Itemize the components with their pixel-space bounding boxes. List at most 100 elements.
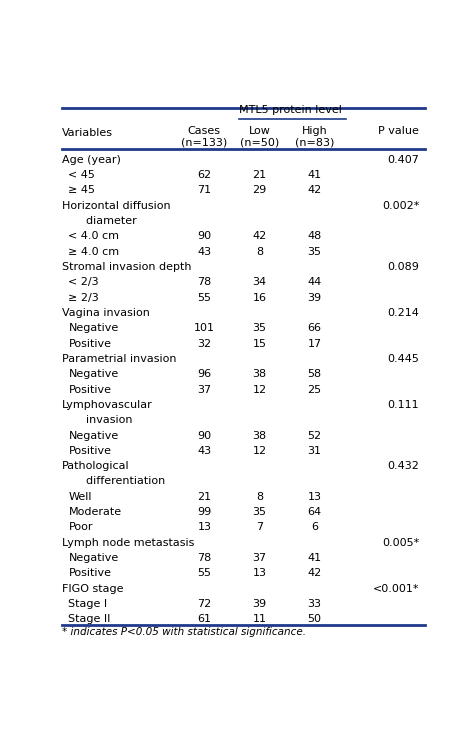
- Text: ≥ 2/3: ≥ 2/3: [68, 293, 99, 303]
- Text: 21: 21: [197, 492, 211, 502]
- Text: MTL5 protein level: MTL5 protein level: [239, 104, 342, 115]
- Text: P value: P value: [378, 126, 419, 135]
- Text: 12: 12: [252, 446, 266, 456]
- Text: 41: 41: [308, 553, 322, 563]
- Text: 31: 31: [308, 446, 321, 456]
- Text: Age (year): Age (year): [62, 155, 121, 165]
- Text: 15: 15: [253, 339, 266, 348]
- Text: 0.214: 0.214: [387, 308, 419, 318]
- Text: Negative: Negative: [68, 553, 118, 563]
- Text: 61: 61: [197, 614, 211, 624]
- Text: 42: 42: [308, 185, 322, 196]
- Text: 55: 55: [197, 293, 211, 303]
- Text: 0.005*: 0.005*: [382, 538, 419, 548]
- Text: Positive: Positive: [68, 384, 111, 395]
- Text: diameter: diameter: [80, 216, 137, 226]
- Text: Lymph node metastasis: Lymph node metastasis: [62, 538, 194, 548]
- Text: 41: 41: [308, 170, 322, 180]
- Text: 99: 99: [197, 507, 211, 517]
- Text: 8: 8: [256, 492, 263, 502]
- Text: 13: 13: [197, 523, 211, 532]
- Text: 72: 72: [197, 599, 211, 609]
- Text: < 2/3: < 2/3: [68, 277, 99, 287]
- Text: <0.001*: <0.001*: [373, 584, 419, 594]
- Text: 43: 43: [197, 247, 211, 257]
- Text: ≥ 4.0 cm: ≥ 4.0 cm: [68, 247, 119, 257]
- Text: 0.432: 0.432: [387, 461, 419, 471]
- Text: 48: 48: [308, 232, 322, 241]
- Text: 37: 37: [252, 553, 266, 563]
- Text: 58: 58: [308, 369, 322, 379]
- Text: differentiation: differentiation: [80, 476, 166, 487]
- Text: Horizontal diffusion: Horizontal diffusion: [62, 201, 171, 211]
- Text: 78: 78: [197, 553, 211, 563]
- Text: 37: 37: [197, 384, 211, 395]
- Text: Stromal invasion depth: Stromal invasion depth: [62, 262, 191, 272]
- Text: 39: 39: [308, 293, 322, 303]
- Text: 44: 44: [308, 277, 322, 287]
- Text: 42: 42: [308, 568, 322, 578]
- Text: invasion: invasion: [80, 415, 133, 426]
- Text: 0.089: 0.089: [387, 262, 419, 272]
- Text: 38: 38: [252, 369, 266, 379]
- Text: 13: 13: [253, 568, 266, 578]
- Text: Low
(n=50): Low (n=50): [240, 126, 279, 148]
- Text: 11: 11: [253, 614, 266, 624]
- Text: 16: 16: [253, 293, 266, 303]
- Text: < 4.0 cm: < 4.0 cm: [68, 232, 119, 241]
- Text: 71: 71: [197, 185, 211, 196]
- Text: < 45: < 45: [68, 170, 95, 180]
- Text: Moderate: Moderate: [68, 507, 121, 517]
- Text: 8: 8: [256, 247, 263, 257]
- Text: 0.407: 0.407: [387, 155, 419, 165]
- Text: Positive: Positive: [68, 446, 111, 456]
- Text: * indicates P<0.05 with statistical significance.: * indicates P<0.05 with statistical sign…: [62, 627, 306, 637]
- Text: Lymphovascular: Lymphovascular: [62, 400, 153, 410]
- Text: 64: 64: [308, 507, 322, 517]
- Text: 90: 90: [197, 431, 211, 440]
- Text: 55: 55: [197, 568, 211, 578]
- Text: 7: 7: [256, 523, 263, 532]
- Text: High
(n=83): High (n=83): [295, 126, 334, 148]
- Text: 90: 90: [197, 232, 211, 241]
- Text: 29: 29: [252, 185, 266, 196]
- Text: 6: 6: [311, 523, 318, 532]
- Text: Stage II: Stage II: [68, 614, 111, 624]
- Text: 0.445: 0.445: [387, 354, 419, 364]
- Text: Cases
(n=133): Cases (n=133): [181, 126, 228, 148]
- Text: Vagina invasion: Vagina invasion: [62, 308, 150, 318]
- Text: 21: 21: [252, 170, 266, 180]
- Text: 33: 33: [308, 599, 321, 609]
- Text: 35: 35: [253, 323, 266, 333]
- Text: 0.002*: 0.002*: [382, 201, 419, 211]
- Text: Variables: Variables: [62, 129, 113, 138]
- Text: Negative: Negative: [68, 431, 118, 440]
- Text: Stage I: Stage I: [68, 599, 108, 609]
- Text: 39: 39: [252, 599, 266, 609]
- Text: 32: 32: [197, 339, 211, 348]
- Text: 43: 43: [197, 446, 211, 456]
- Text: 38: 38: [252, 431, 266, 440]
- Text: Pathological: Pathological: [62, 461, 130, 471]
- Text: Positive: Positive: [68, 339, 111, 348]
- Text: FIGO stage: FIGO stage: [62, 584, 124, 594]
- Text: 50: 50: [308, 614, 321, 624]
- Text: Well: Well: [68, 492, 92, 502]
- Text: 12: 12: [252, 384, 266, 395]
- Text: 62: 62: [197, 170, 211, 180]
- Text: 34: 34: [252, 277, 266, 287]
- Text: 96: 96: [197, 369, 211, 379]
- Text: Negative: Negative: [68, 323, 118, 333]
- Text: ≥ 45: ≥ 45: [68, 185, 95, 196]
- Text: Negative: Negative: [68, 369, 118, 379]
- Text: 13: 13: [308, 492, 321, 502]
- Text: Parametrial invasion: Parametrial invasion: [62, 354, 177, 364]
- Text: 0.111: 0.111: [388, 400, 419, 410]
- Text: 66: 66: [308, 323, 321, 333]
- Text: 35: 35: [308, 247, 321, 257]
- Text: 52: 52: [308, 431, 322, 440]
- Text: 78: 78: [197, 277, 211, 287]
- Text: Positive: Positive: [68, 568, 111, 578]
- Text: 17: 17: [308, 339, 322, 348]
- Text: Poor: Poor: [68, 523, 93, 532]
